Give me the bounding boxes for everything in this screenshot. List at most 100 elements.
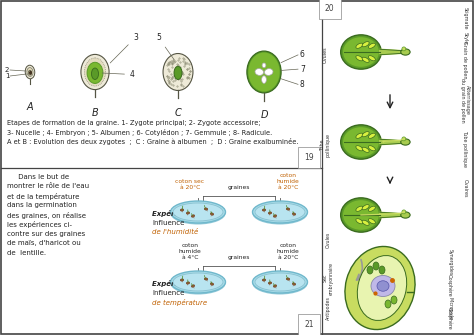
Text: B: B (91, 109, 99, 118)
Ellipse shape (174, 66, 182, 79)
Ellipse shape (171, 202, 226, 224)
Ellipse shape (401, 212, 410, 218)
Text: dans la germination: dans la germination (7, 202, 77, 208)
Ellipse shape (368, 133, 375, 138)
Text: Synergides: Synergides (447, 249, 453, 275)
Ellipse shape (262, 209, 266, 211)
Text: 4: 4 (102, 70, 135, 79)
Ellipse shape (171, 272, 226, 294)
Text: graines: graines (228, 185, 250, 190)
Text: Expérience 1:: Expérience 1: (152, 210, 206, 217)
Text: de l'humidité: de l'humidité (152, 229, 198, 235)
Text: les expériences ci-: les expériences ci- (7, 221, 72, 228)
Ellipse shape (273, 215, 277, 217)
Ellipse shape (247, 51, 281, 93)
Ellipse shape (84, 58, 106, 86)
Text: coton
humide
à 20°C: coton humide à 20°C (277, 244, 300, 260)
Text: 20: 20 (325, 4, 335, 13)
Ellipse shape (368, 219, 375, 224)
Ellipse shape (253, 202, 308, 224)
Ellipse shape (356, 219, 363, 224)
Ellipse shape (180, 209, 184, 211)
Polygon shape (380, 49, 401, 55)
Ellipse shape (27, 68, 33, 76)
Text: A et B : Evolution des deux zygotes  ;  C : Graine à albumen  ;  D : Graine exal: A et B : Evolution des deux zygotes ; C … (7, 138, 299, 145)
Ellipse shape (91, 68, 99, 79)
Ellipse shape (343, 200, 379, 230)
Ellipse shape (255, 69, 264, 75)
Ellipse shape (362, 205, 369, 210)
Text: Influence: Influence (152, 220, 184, 226)
Ellipse shape (362, 57, 369, 62)
Ellipse shape (25, 65, 35, 79)
Text: Atterrissage
du grain de pollen: Atterrissage du grain de pollen (460, 78, 470, 122)
Text: Oosphère: Oosphère (447, 307, 453, 329)
Ellipse shape (171, 201, 226, 223)
Text: 5: 5 (156, 33, 174, 60)
Ellipse shape (255, 203, 305, 221)
Ellipse shape (402, 137, 406, 141)
Ellipse shape (286, 208, 290, 210)
Text: Stigmate: Stigmate (463, 7, 467, 29)
Ellipse shape (210, 213, 214, 215)
Text: 2: 2 (5, 67, 9, 73)
Text: 19: 19 (304, 153, 314, 162)
Text: coton sec
à 20°C: coton sec à 20°C (175, 179, 205, 190)
Ellipse shape (343, 127, 379, 157)
Ellipse shape (368, 43, 375, 48)
Text: de maïs, d'haricot ou: de maïs, d'haricot ou (7, 241, 81, 247)
Ellipse shape (173, 203, 223, 221)
Ellipse shape (204, 208, 208, 210)
Ellipse shape (373, 262, 379, 270)
Text: Etapes de formation de la graine. 1- Zygote principal; 2- Zygote accessoire;: Etapes de formation de la graine. 1- Zyg… (7, 120, 261, 126)
Ellipse shape (273, 285, 277, 287)
Text: et de la température: et de la température (7, 193, 79, 200)
Ellipse shape (368, 146, 375, 151)
Ellipse shape (180, 279, 184, 281)
Polygon shape (380, 212, 401, 218)
Ellipse shape (368, 56, 375, 61)
Ellipse shape (81, 54, 109, 89)
Text: de  lentille.: de lentille. (7, 250, 46, 256)
Ellipse shape (262, 279, 266, 281)
Ellipse shape (401, 49, 410, 55)
Ellipse shape (402, 210, 406, 214)
Ellipse shape (186, 212, 190, 214)
Ellipse shape (28, 70, 32, 75)
Ellipse shape (292, 213, 296, 215)
Ellipse shape (210, 283, 214, 285)
Text: 3: 3 (110, 33, 138, 63)
Ellipse shape (362, 147, 369, 152)
Ellipse shape (357, 256, 407, 321)
Ellipse shape (401, 139, 410, 145)
Text: montrer le rôle de l'eau: montrer le rôle de l'eau (7, 184, 89, 190)
Ellipse shape (356, 43, 363, 48)
Ellipse shape (262, 63, 266, 68)
Text: graines: graines (228, 255, 250, 260)
Text: contre sur des graines: contre sur des graines (7, 231, 85, 237)
Ellipse shape (356, 146, 363, 151)
Ellipse shape (171, 271, 226, 293)
Polygon shape (380, 139, 401, 145)
Text: des graines, on réalise: des graines, on réalise (7, 212, 86, 219)
Ellipse shape (368, 206, 375, 211)
Ellipse shape (186, 282, 190, 284)
Ellipse shape (163, 54, 193, 90)
Text: 6: 6 (300, 50, 305, 59)
Ellipse shape (385, 300, 391, 308)
Text: 3- Nucelle ; 4- Embryon ; 5- Albumen ; 6- Cotylédon ; 7- Gemmule ; 8- Radicule.: 3- Nucelle ; 4- Embryon ; 5- Albumen ; 6… (7, 129, 272, 136)
Ellipse shape (356, 206, 363, 211)
Ellipse shape (191, 215, 195, 217)
Ellipse shape (264, 69, 273, 75)
Ellipse shape (356, 133, 363, 138)
Ellipse shape (391, 296, 397, 304)
Ellipse shape (173, 273, 223, 291)
Ellipse shape (268, 282, 272, 284)
Text: Ovaires: Ovaires (463, 179, 467, 197)
Text: Micropyle: Micropyle (447, 296, 453, 320)
Ellipse shape (292, 283, 296, 285)
Text: Oosphère: Oosphère (447, 274, 453, 296)
Ellipse shape (255, 273, 305, 291)
Ellipse shape (268, 212, 272, 214)
Ellipse shape (345, 247, 415, 330)
